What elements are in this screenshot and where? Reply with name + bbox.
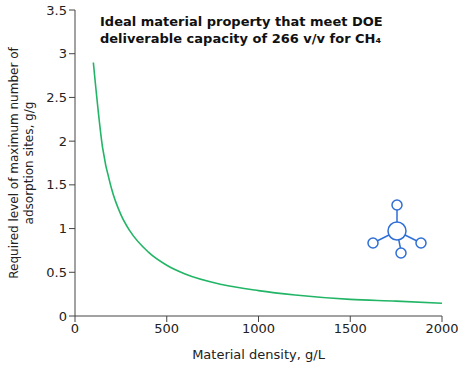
svg-text:500: 500 — [154, 321, 179, 336]
svg-text:2: 2 — [59, 134, 67, 149]
svg-text:1.5: 1.5 — [46, 177, 67, 192]
svg-text:3.5: 3.5 — [46, 3, 67, 18]
svg-text:Required level of maximum numb: Required level of maximum number ofadsor… — [7, 47, 36, 279]
svg-text:3: 3 — [59, 46, 67, 61]
svg-text:Material density, g/L: Material density, g/L — [192, 347, 326, 362]
svg-text:2000: 2000 — [425, 321, 458, 336]
svg-text:0: 0 — [59, 309, 67, 324]
svg-text:0: 0 — [71, 321, 79, 336]
svg-text:2.5: 2.5 — [46, 90, 67, 105]
svg-text:1500: 1500 — [334, 321, 367, 336]
svg-text:0.5: 0.5 — [46, 265, 67, 280]
svg-text:1: 1 — [59, 221, 67, 236]
svg-text:1000: 1000 — [242, 321, 275, 336]
svg-text:Ideal material property that m: Ideal material property that meet DOEdel… — [100, 14, 383, 46]
